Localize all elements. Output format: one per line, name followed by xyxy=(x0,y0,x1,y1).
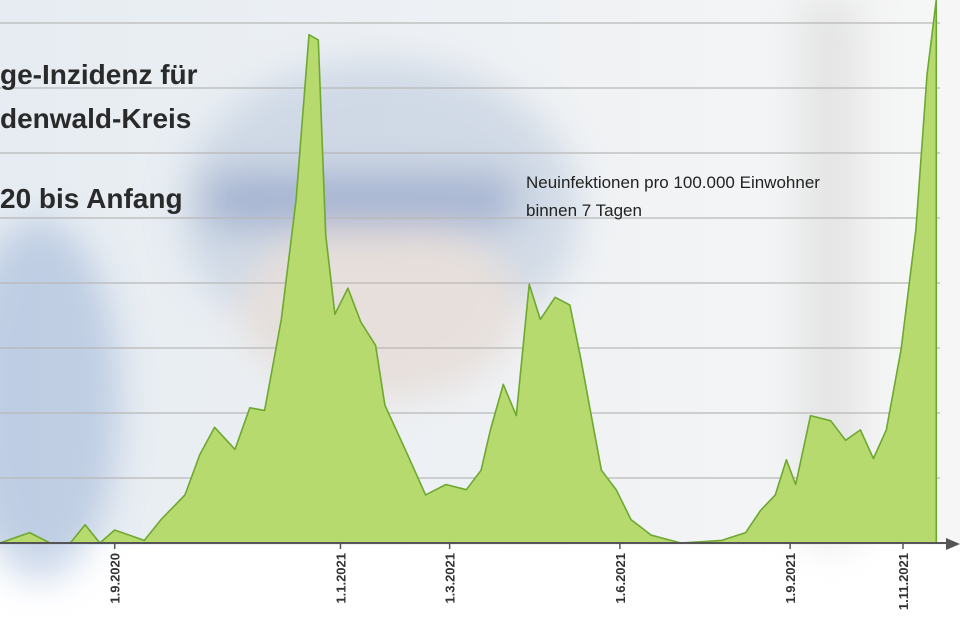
x-tick-label: 1.9.2020 xyxy=(108,553,123,604)
plot-area xyxy=(0,0,938,544)
area xyxy=(0,0,938,544)
axis-arrow xyxy=(946,538,960,550)
x-tick-label: 1.3.2021 xyxy=(443,553,458,604)
chart-title: ge-Inzidenz für xyxy=(0,59,198,90)
annotation: binnen 7 Tagen xyxy=(526,201,642,220)
chart-title: 20 bis Anfang xyxy=(0,183,183,214)
x-tick-label: 1.9.2021 xyxy=(783,553,798,604)
x-tick-label: 1.1.2021 xyxy=(333,553,348,604)
x-tick-label: 1.6.2021 xyxy=(613,553,628,604)
x-axis: 1.9.2020 1.1.2021 1.3.2021 1.6.2021 1.9.2021… xyxy=(0,538,960,610)
texts: ge-Inzidenz für denwald-Kreis 20 bis Anfan… xyxy=(0,59,820,220)
chart-title: denwald-Kreis xyxy=(0,103,191,134)
x-tick-label: 1.11.2021 xyxy=(896,553,911,610)
annotation: Neuinfektionen pro 100.000 Einwohner xyxy=(526,173,820,192)
